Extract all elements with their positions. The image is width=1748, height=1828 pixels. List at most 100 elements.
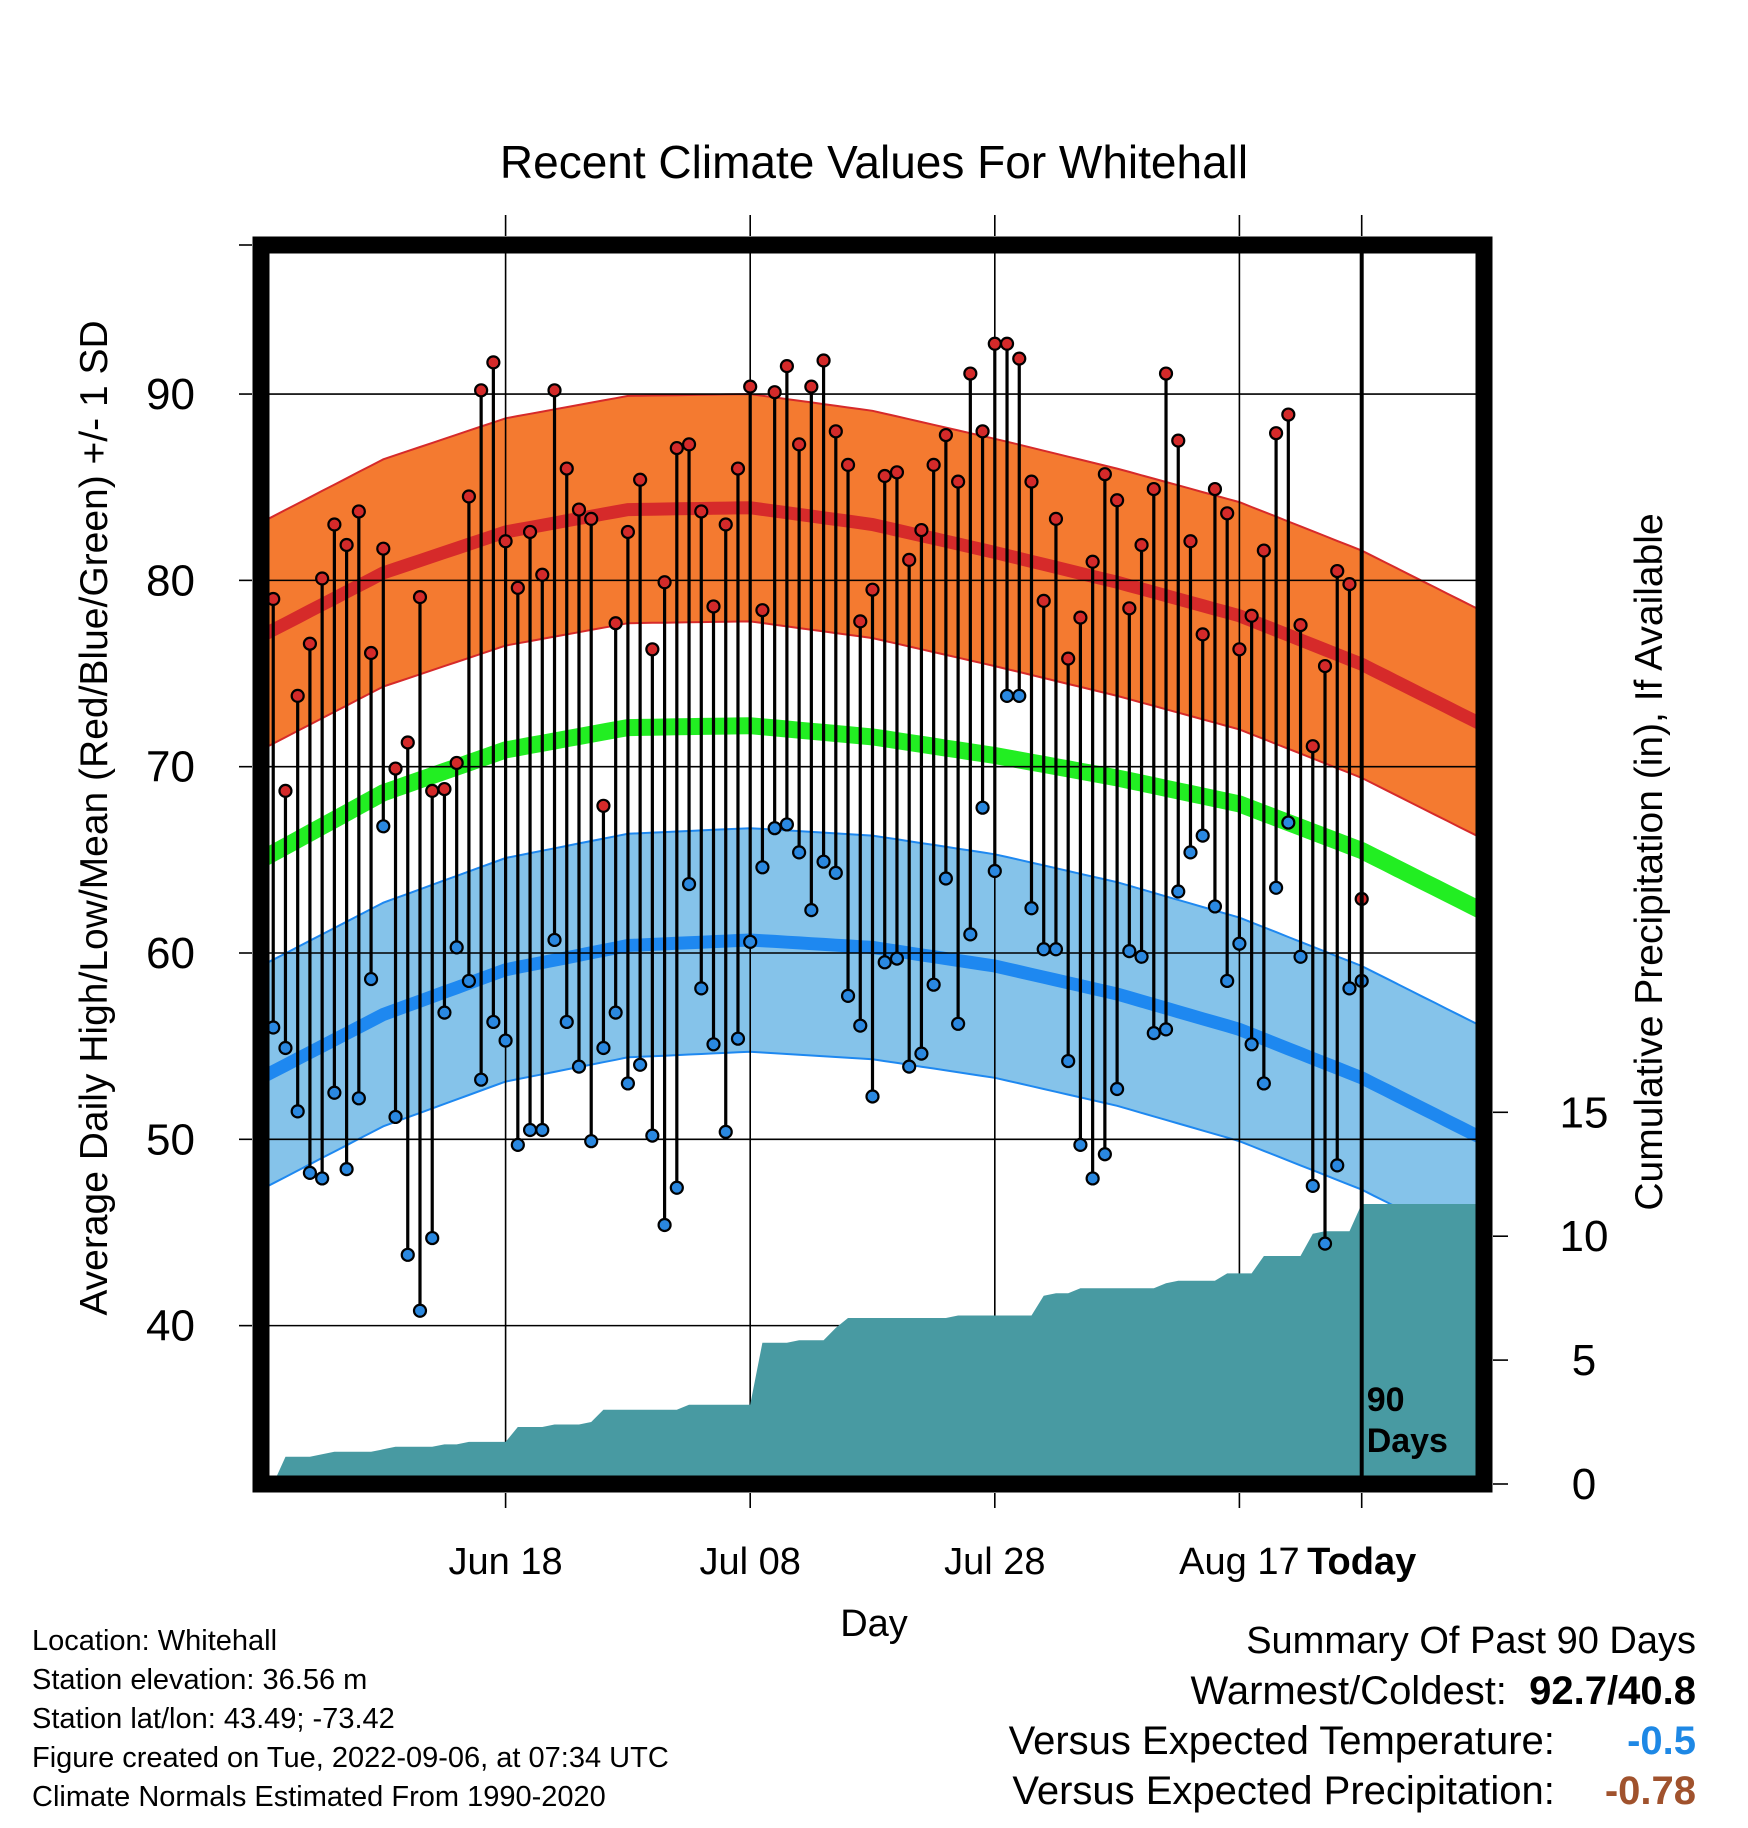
daily-high-point xyxy=(1183,534,1198,549)
daily-low-point xyxy=(914,1046,929,1061)
daily-high-point xyxy=(718,517,733,532)
daily-high-point xyxy=(498,534,513,549)
daily-high-point xyxy=(669,440,684,456)
daily-high-point xyxy=(804,379,819,394)
daily-low-point xyxy=(1048,942,1064,957)
y-tick-label: 90 xyxy=(146,370,195,419)
temp-anomaly-value: -0.5 xyxy=(1627,1719,1696,1763)
daily-low-point xyxy=(694,981,709,996)
daily-low-point xyxy=(804,903,819,918)
daily-low-point xyxy=(1232,936,1247,951)
daily-high-point xyxy=(461,489,477,504)
daily-high-point xyxy=(1281,407,1296,422)
daily-high-point xyxy=(963,366,978,381)
daily-low-point xyxy=(461,973,477,989)
daily-high-point xyxy=(376,541,391,556)
daily-low-point xyxy=(315,1171,330,1186)
coldest-value: 40.8 xyxy=(1618,1669,1696,1713)
daily-high-point xyxy=(1171,433,1186,448)
x-axis-label: Day xyxy=(840,1603,908,1645)
daily-high-point xyxy=(1256,543,1271,558)
daily-low-point xyxy=(474,1072,489,1087)
daily-high-point xyxy=(596,798,611,813)
daily-low-point xyxy=(926,977,941,992)
daily-high-point xyxy=(1109,493,1125,508)
daily-low-point xyxy=(657,1217,672,1233)
daily-high-point xyxy=(645,642,660,657)
daily-low-point xyxy=(938,871,953,886)
x-tick-label: Aug 17 xyxy=(1179,1541,1299,1583)
chart-title: Recent Climate Values For Whitehall xyxy=(500,136,1248,188)
y2-tick-label: 15 xyxy=(1560,1088,1609,1137)
daily-low-point xyxy=(351,1091,366,1106)
daily-high-point xyxy=(608,616,623,631)
daily-low-point xyxy=(1085,1171,1100,1186)
daily-high-point xyxy=(620,524,636,540)
daily-high-point xyxy=(1024,474,1039,489)
daily-low-point xyxy=(559,1014,574,1030)
daily-high-point xyxy=(938,427,953,443)
daily-high-point xyxy=(987,336,1002,351)
daily-low-point xyxy=(584,1134,599,1149)
value-separator: / xyxy=(1607,1669,1619,1713)
daily-high-point xyxy=(363,645,379,661)
daily-high-point xyxy=(449,755,464,771)
daily-high-point xyxy=(1048,511,1064,526)
plot-frame xyxy=(252,236,1493,1493)
normals-text: Climate Normals Estimated From 1990-2020 xyxy=(32,1781,606,1813)
daily-low-point xyxy=(1281,815,1296,830)
daily-high-point xyxy=(914,522,929,538)
daily-low-point xyxy=(681,876,697,892)
created-text: Figure created on Tue, 2022-09-06, at 07… xyxy=(32,1742,669,1774)
daily-high-point xyxy=(1012,351,1027,366)
daily-low-point xyxy=(755,860,770,875)
daily-low-point xyxy=(1024,901,1039,916)
daily-high-point xyxy=(1073,610,1088,625)
daily-high-point xyxy=(792,437,807,452)
daily-high-point xyxy=(1305,739,1320,754)
daily-low-point xyxy=(1061,1053,1076,1069)
daily-low-point xyxy=(608,1005,623,1020)
daily-high-point xyxy=(412,590,428,605)
daily-high-point xyxy=(1061,651,1076,666)
daily-high-point xyxy=(510,580,525,595)
daily-low-point xyxy=(363,971,379,987)
daily-low-point xyxy=(877,955,892,970)
daily-low-point xyxy=(376,819,391,834)
summary-panel: Summary Of Past 90 Days Warmest/Coldest:… xyxy=(1009,1616,1696,1816)
daily-low-point xyxy=(633,1057,648,1072)
daily-range-stems xyxy=(271,343,1364,1311)
daily-high-point xyxy=(865,582,880,597)
daily-high-point xyxy=(926,457,941,472)
daily-high-point xyxy=(571,502,587,517)
daily-high-point xyxy=(999,336,1015,351)
daily-low-point xyxy=(388,1109,403,1125)
daily-low-point xyxy=(1195,828,1210,843)
daily-high-point xyxy=(730,461,746,476)
daily-high-point xyxy=(400,735,415,750)
daily-low-point xyxy=(437,1005,452,1020)
daily-high-point xyxy=(1207,481,1223,497)
daily-low-point xyxy=(902,1059,917,1074)
daily-low-point xyxy=(425,1230,440,1246)
daily-low-point xyxy=(1012,688,1027,703)
daily-low-point xyxy=(327,1085,342,1100)
daily-low-point xyxy=(535,1122,550,1138)
daily-low-point xyxy=(571,1059,587,1074)
daily-low-point xyxy=(1305,1178,1320,1193)
daily-low-point xyxy=(840,988,856,1003)
x-tick-label: Jul 08 xyxy=(699,1541,800,1583)
daily-low-point xyxy=(889,951,905,966)
daily-low-point xyxy=(1207,899,1223,914)
warmest-value: 92.7 xyxy=(1529,1669,1608,1713)
daily-low-point xyxy=(339,1162,354,1177)
y-axis-label: Average Daily High/Low/Mean (Red/Blue/Gr… xyxy=(73,320,116,1315)
daily-low-point xyxy=(730,1031,746,1046)
daily-high-point xyxy=(694,504,709,519)
daily-high-point xyxy=(889,465,905,480)
daily-high-point xyxy=(1085,554,1100,569)
normal-high-line xyxy=(257,501,1487,732)
daily-high-point xyxy=(1330,563,1345,579)
